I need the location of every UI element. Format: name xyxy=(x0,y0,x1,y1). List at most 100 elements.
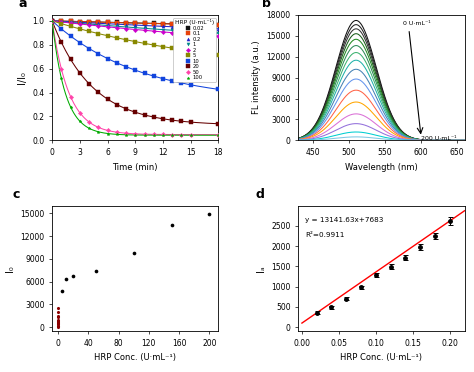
5 xyxy=(179,47,184,52)
1 xyxy=(216,31,221,35)
0.1 xyxy=(160,22,166,26)
Point xyxy=(55,321,62,327)
0.02 xyxy=(49,19,55,23)
Point xyxy=(55,305,62,311)
0.02 xyxy=(105,20,110,25)
0.02 xyxy=(151,21,156,26)
20 xyxy=(142,113,147,117)
10 xyxy=(151,74,156,78)
100 xyxy=(216,133,221,137)
0.02 xyxy=(123,20,129,25)
50 xyxy=(114,130,119,134)
0.2 xyxy=(95,21,101,26)
5 xyxy=(188,49,193,53)
20 xyxy=(68,57,73,62)
1 xyxy=(123,25,129,29)
Legend: 0.02, 0.1, 0.2, 1, 2, 5, 10, 20, 50, 100: 0.02, 0.1, 0.2, 1, 2, 5, 10, 20, 50, 100 xyxy=(173,17,216,82)
100 xyxy=(169,133,175,137)
50 xyxy=(58,67,64,71)
10 xyxy=(77,41,82,45)
1 xyxy=(68,20,73,25)
2 xyxy=(49,19,55,23)
1 xyxy=(114,24,119,29)
5 xyxy=(160,44,166,49)
20 xyxy=(86,81,92,86)
0.1 xyxy=(216,23,221,28)
0.2 xyxy=(114,22,119,26)
1 xyxy=(95,23,101,27)
20 xyxy=(77,71,82,75)
20 xyxy=(114,102,119,107)
0.02 xyxy=(142,21,147,25)
50 xyxy=(68,94,73,99)
10 xyxy=(58,27,64,31)
10 xyxy=(216,87,221,92)
100 xyxy=(151,133,156,137)
2 xyxy=(58,20,64,24)
100 xyxy=(114,132,119,137)
5 xyxy=(123,38,129,42)
Point xyxy=(55,324,62,330)
0.2 xyxy=(58,19,64,23)
0.02 xyxy=(188,22,193,26)
Point xyxy=(168,222,175,228)
0.2 xyxy=(188,25,193,30)
5 xyxy=(142,41,147,46)
0.2 xyxy=(160,24,166,29)
0.02 xyxy=(160,21,166,26)
0.02 xyxy=(68,19,73,23)
100 xyxy=(123,132,129,137)
Line: 10: 10 xyxy=(51,19,220,91)
50 xyxy=(86,120,92,124)
0.02 xyxy=(169,22,175,26)
Line: 50: 50 xyxy=(51,19,220,136)
2 xyxy=(169,31,175,35)
50 xyxy=(142,132,147,137)
0.2 xyxy=(123,22,129,27)
1 xyxy=(77,21,82,26)
0.1 xyxy=(188,22,193,27)
100 xyxy=(179,133,184,137)
2 xyxy=(95,24,101,28)
20 xyxy=(105,97,110,101)
0.2 xyxy=(68,20,73,24)
2 xyxy=(188,32,193,36)
Point xyxy=(55,318,62,324)
1 xyxy=(169,28,175,32)
10 xyxy=(68,34,73,38)
5 xyxy=(86,29,92,33)
Y-axis label: Iₐ: Iₐ xyxy=(255,265,265,272)
0.02 xyxy=(77,19,82,24)
2 xyxy=(142,28,147,33)
Line: 20: 20 xyxy=(51,19,220,125)
10 xyxy=(188,83,193,87)
50 xyxy=(188,132,193,137)
50 xyxy=(169,132,175,137)
20 xyxy=(151,115,156,119)
100 xyxy=(105,131,110,136)
2 xyxy=(105,25,110,29)
100 xyxy=(188,133,193,137)
Line: 5: 5 xyxy=(51,19,220,56)
0.1 xyxy=(132,21,138,25)
0.1 xyxy=(123,21,129,25)
2 xyxy=(179,31,184,36)
20 xyxy=(169,118,175,122)
0.02 xyxy=(114,20,119,25)
Y-axis label: I/I₀: I/I₀ xyxy=(17,71,27,84)
100 xyxy=(49,19,55,23)
0.1 xyxy=(114,20,119,25)
10 xyxy=(142,71,147,76)
1 xyxy=(58,19,64,24)
Line: 0.2: 0.2 xyxy=(51,19,220,30)
50 xyxy=(105,128,110,133)
5 xyxy=(58,22,64,26)
Point xyxy=(206,211,213,217)
Point xyxy=(70,273,77,279)
Point xyxy=(55,317,62,323)
Text: d: d xyxy=(255,188,264,201)
10 xyxy=(105,56,110,61)
X-axis label: Wavelength (nm): Wavelength (nm) xyxy=(345,163,418,171)
10 xyxy=(95,52,101,56)
10 xyxy=(179,81,184,85)
